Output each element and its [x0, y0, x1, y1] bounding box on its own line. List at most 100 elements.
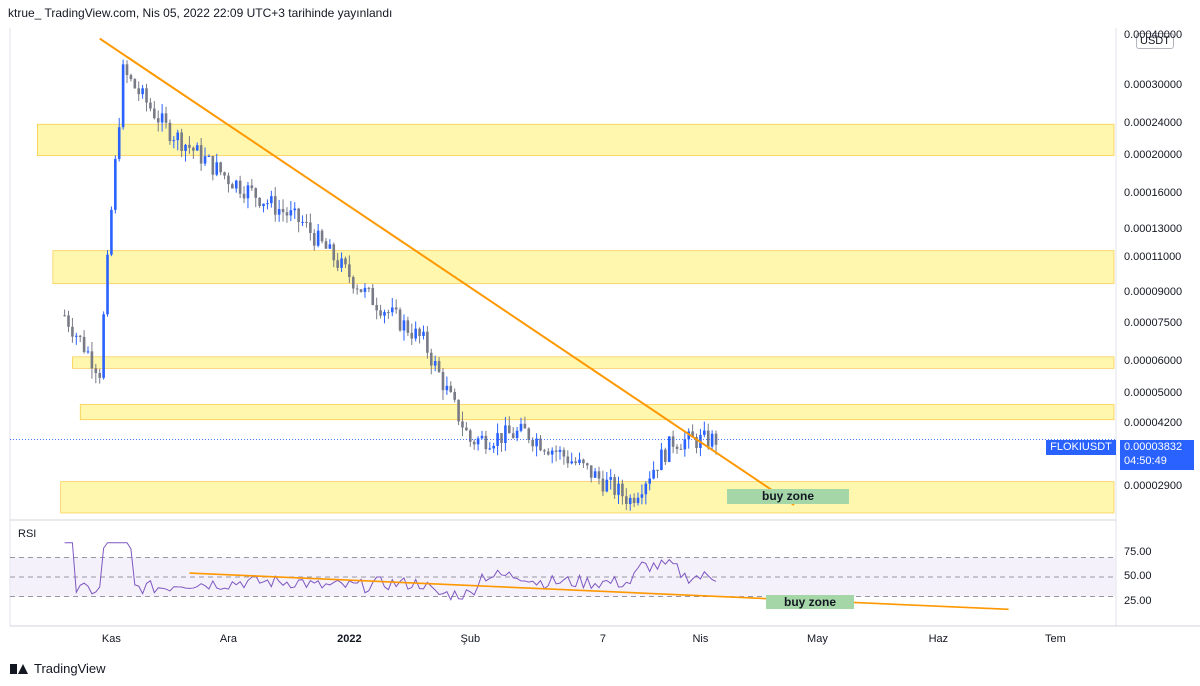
- candle-body: [441, 372, 445, 391]
- candle-body: [515, 430, 519, 439]
- candle-body: [379, 310, 382, 316]
- rsi-pane: [10, 542, 1116, 601]
- currency-selector[interactable]: USDT: [1136, 33, 1174, 49]
- candle-body: [262, 203, 265, 207]
- candle-body: [410, 332, 414, 339]
- candle-body: [297, 208, 300, 222]
- rsi-tick-label: 25.00: [1124, 594, 1152, 607]
- rsi-tick-label: 50.00: [1124, 570, 1152, 582]
- candle-body: [320, 230, 324, 242]
- candle-body: [582, 459, 585, 464]
- candle-body: [476, 438, 480, 445]
- candle-body: [566, 456, 570, 464]
- candle-body: [71, 326, 74, 337]
- candle-body: [367, 287, 371, 289]
- time-tick-label: Tem: [1044, 633, 1066, 645]
- candle-body: [309, 222, 312, 233]
- candle-body: [648, 478, 652, 484]
- candle-body: [285, 212, 289, 216]
- candle-body: [492, 445, 495, 449]
- publish-info: ktrue_ TradingView.com, Nis 05, 2022 22:…: [8, 6, 393, 20]
- candle-body: [480, 435, 484, 439]
- candle-body: [312, 232, 316, 246]
- candle-body: [121, 64, 125, 128]
- candle-body: [281, 209, 285, 213]
- candle-body: [336, 260, 339, 268]
- candle-body: [472, 441, 476, 445]
- candle-body: [656, 469, 659, 471]
- candle-body: [164, 113, 168, 123]
- candle-body: [589, 465, 593, 478]
- price-tick-label: 0.00007500: [1124, 317, 1183, 330]
- candle-body: [578, 459, 581, 463]
- candle-body: [504, 425, 507, 443]
- candle-body: [211, 155, 215, 175]
- price-tick-label: 0.00040000: [1124, 29, 1183, 42]
- price-tick-label: 0.00013000: [1124, 222, 1183, 235]
- candle-body: [543, 450, 546, 452]
- candle-body: [414, 328, 417, 339]
- candle-body: [78, 335, 82, 337]
- candle-body: [90, 351, 94, 369]
- candle-body: [488, 448, 492, 450]
- candle-body: [242, 193, 246, 199]
- candle-body: [273, 196, 277, 215]
- candle-body: [383, 312, 386, 316]
- candle-body: [234, 180, 238, 189]
- candle-body: [94, 368, 98, 374]
- candle-body: [636, 497, 640, 504]
- countdown: 04:50:49: [1124, 455, 1167, 467]
- time-tick-label: Şub: [460, 633, 481, 645]
- candle-body: [301, 221, 304, 223]
- candle-body: [398, 309, 402, 331]
- candle-body: [324, 241, 328, 249]
- candle-body: [628, 497, 632, 505]
- candle-body: [586, 463, 589, 466]
- candle-body: [156, 118, 160, 123]
- candle-body: [316, 230, 320, 246]
- rsi-line: [64, 542, 717, 601]
- candle-body: [160, 113, 164, 123]
- candle-body: [67, 315, 70, 327]
- last-price-label: 0.00003832 04:50:49: [1120, 440, 1194, 470]
- candle-body: [617, 483, 620, 495]
- symbol-label: FLOKIUSDT: [1046, 440, 1116, 455]
- candle-body: [461, 421, 464, 428]
- candle-body: [500, 433, 503, 443]
- candle-body: [574, 461, 577, 463]
- candle-body: [714, 433, 718, 445]
- candle-body: [527, 428, 531, 440]
- candle-body: [359, 289, 363, 292]
- candle-body: [344, 258, 347, 265]
- candle-body: [63, 315, 66, 317]
- candle-body: [348, 264, 351, 278]
- rsi-trend-line: [189, 572, 1009, 611]
- price-tick-label: 0.00002900: [1124, 480, 1183, 493]
- candle-body: [644, 483, 648, 495]
- time-tick-label: Haz: [928, 633, 949, 645]
- candle-body: [449, 385, 453, 392]
- candle-body: [227, 175, 230, 185]
- candle-body: [114, 159, 117, 210]
- candle-body: [570, 461, 574, 464]
- zone-rect: [37, 123, 1115, 156]
- candle-body: [511, 433, 515, 439]
- candle-body: [640, 494, 644, 498]
- candle-body: [328, 244, 332, 249]
- candle-body: [195, 145, 199, 151]
- candle-body: [664, 449, 667, 462]
- candle-body: [250, 185, 254, 189]
- candle-body: [215, 162, 219, 175]
- candle-body: [98, 373, 102, 378]
- candle-body: [332, 244, 336, 261]
- candle-body: [652, 469, 655, 479]
- candle-body: [597, 471, 601, 479]
- candle-body: [375, 305, 378, 311]
- zone-rect: [52, 250, 1115, 284]
- candle-body: [223, 172, 226, 176]
- footer-brand[interactable]: TradingView: [10, 661, 106, 676]
- candle-body: [535, 438, 538, 447]
- candle-body: [390, 307, 394, 313]
- candle-body: [426, 331, 429, 353]
